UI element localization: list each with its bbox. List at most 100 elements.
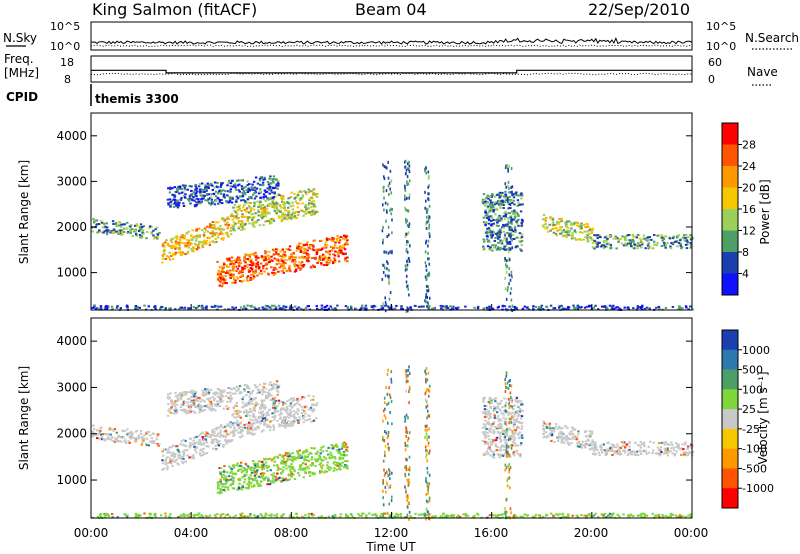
power-cell (513, 217, 516, 220)
power-cell (517, 224, 520, 227)
velocity-cell (208, 399, 211, 402)
power-cell (135, 233, 138, 236)
power-cell (446, 307, 450, 310)
velocity-cell (220, 396, 223, 399)
velocity-cell (516, 433, 520, 436)
power-cell (192, 191, 195, 194)
power-cell (226, 233, 229, 236)
power-cell (243, 256, 246, 259)
velocity-cell (238, 478, 242, 481)
power-cell (191, 192, 194, 195)
power-cell (254, 256, 257, 259)
velocity-cell (249, 393, 252, 395)
power-cell (387, 160, 389, 164)
velocity-cell (102, 438, 105, 441)
velocity-cell (261, 410, 265, 413)
velocity-cell (183, 393, 186, 396)
power-cell (173, 253, 177, 256)
power-cell (250, 262, 254, 265)
power-cell (308, 247, 311, 250)
velocity-cell (481, 439, 485, 442)
power-cell (314, 256, 317, 259)
velocity-cell (237, 468, 241, 471)
velocity-cell (174, 409, 177, 412)
velocity-cell (502, 416, 505, 419)
velocity-cell (491, 441, 494, 444)
power-cell (314, 194, 317, 197)
velocity-cell (216, 400, 219, 403)
power-cell (657, 305, 661, 308)
power-cell (286, 214, 290, 217)
velocity-cell (482, 400, 485, 403)
power-cell (134, 230, 137, 233)
velocity-cell (123, 430, 126, 432)
velocity-cell (188, 391, 191, 394)
power-cell (586, 236, 589, 239)
velocity-cell (500, 439, 503, 442)
velocity-cell (214, 438, 217, 441)
power-cell (246, 263, 249, 266)
velocity-cell (96, 433, 100, 436)
velocity-cell (223, 465, 226, 468)
velocity-cell (216, 441, 220, 444)
power-cell (616, 237, 619, 240)
power-cell (262, 213, 266, 216)
power-cell (340, 251, 343, 254)
velocity-cell (288, 466, 291, 469)
power-cell (488, 241, 491, 244)
velocity-cell (162, 448, 166, 451)
velocity-cell (233, 410, 237, 413)
power-cell (178, 192, 181, 195)
power-cell (607, 242, 610, 245)
velocity-cell (303, 415, 306, 418)
power-cell (198, 188, 202, 191)
velocity-cell (240, 487, 243, 490)
power-cell (310, 202, 314, 205)
velocity-cell (265, 394, 268, 397)
power-cell (271, 187, 275, 190)
velocity-cell (205, 441, 209, 444)
power-cell (226, 265, 229, 268)
frequency-panel: Freq. [MHz] 18 8 60 0 Nave (4, 52, 778, 86)
velocity-cell (219, 467, 223, 469)
power-cell (275, 205, 278, 208)
velocity-cell (512, 425, 515, 428)
velocity-cell (256, 388, 260, 391)
velocity-cell (198, 453, 202, 456)
power-cell (588, 229, 591, 232)
velocity-cell (253, 479, 256, 481)
power-cell (386, 202, 389, 206)
velocity-cell (513, 437, 517, 440)
power-cell (167, 187, 170, 190)
velocity-cell (497, 423, 500, 426)
velocity-cell (492, 456, 496, 459)
power-cell (624, 237, 627, 240)
power-cell (288, 268, 291, 271)
velocity-cell (273, 406, 277, 409)
velocity-cell (483, 430, 486, 433)
velocity-cell (161, 462, 165, 465)
power-cell (580, 227, 583, 230)
velocity-cell (172, 460, 175, 462)
velocity-cell (195, 436, 198, 438)
power-cell (299, 267, 303, 270)
power-cell (336, 234, 339, 237)
power-cell (269, 182, 273, 185)
power-cell (621, 235, 624, 238)
velocity-cell (272, 387, 275, 390)
velocity-cell (342, 451, 346, 454)
velocity-cell (216, 395, 220, 398)
power-cell (428, 215, 431, 219)
velocity-cell (281, 425, 284, 427)
velocity-cell (232, 392, 235, 395)
power-cell (257, 219, 260, 221)
power-cell (219, 231, 223, 234)
velocity-cell (178, 392, 181, 395)
power-cell (195, 190, 199, 193)
velocity-cell (186, 454, 189, 457)
velocity-cell (307, 459, 310, 462)
power-cell (408, 193, 411, 197)
velocity-cell (292, 468, 296, 471)
velocity-cell (248, 426, 251, 429)
power-cell (232, 308, 235, 311)
